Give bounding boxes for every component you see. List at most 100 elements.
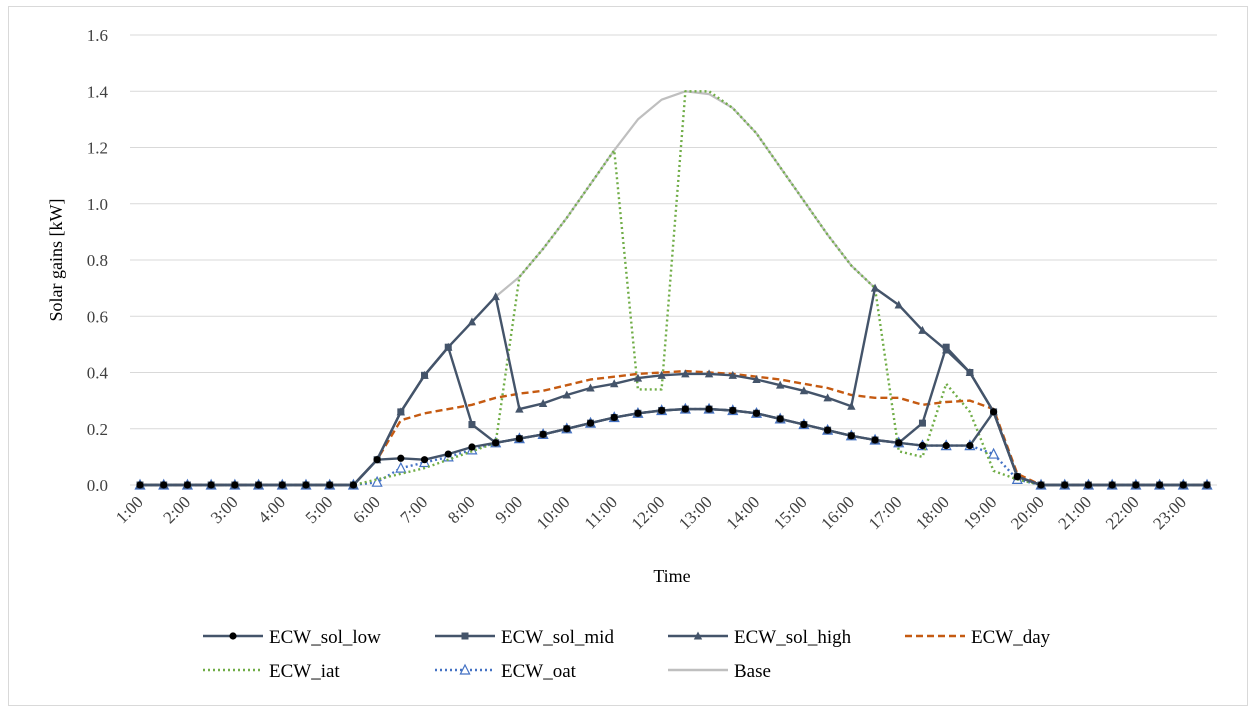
data-point bbox=[326, 481, 334, 489]
data-point bbox=[254, 481, 263, 489]
data-point bbox=[657, 370, 666, 379]
data-point bbox=[160, 481, 168, 489]
data-point bbox=[1037, 481, 1045, 489]
data-point bbox=[610, 379, 619, 388]
legend-label: ECW_sol_mid bbox=[501, 627, 614, 648]
data-point bbox=[421, 371, 429, 379]
legend-label: ECW_oat bbox=[501, 661, 577, 682]
x-tick-label: 7:00 bbox=[397, 492, 432, 527]
x-tick-label: 18:00 bbox=[912, 492, 953, 533]
data-point bbox=[231, 481, 239, 489]
data-point bbox=[1013, 472, 1021, 481]
y-tick-label: 0.0 bbox=[87, 476, 108, 495]
data-point bbox=[918, 442, 927, 450]
data-point bbox=[1203, 481, 1211, 489]
data-point bbox=[942, 442, 950, 450]
data-point bbox=[371, 475, 383, 487]
legend-entry-Base: Base bbox=[668, 661, 771, 682]
series-line bbox=[140, 90, 1207, 487]
data-point bbox=[539, 430, 547, 438]
data-point bbox=[136, 481, 144, 489]
data-point bbox=[776, 380, 785, 389]
x-axis-ticks: 1:00 2:00 3:00 4:00 5:00 6:00 7:00 8:00 9:00 10:0… bbox=[112, 492, 1190, 533]
x-tick-label: 2:00 bbox=[159, 492, 194, 527]
legend-entry-ECW_oat: ECW_oat bbox=[435, 661, 577, 682]
legend-entry-ECW_sol_low: ECW_sol_low bbox=[203, 627, 381, 648]
data-point bbox=[823, 393, 832, 402]
y-tick-label: 1.6 bbox=[87, 26, 108, 45]
data-point bbox=[658, 406, 666, 415]
x-tick-label: 17:00 bbox=[865, 492, 906, 533]
data-point bbox=[918, 325, 927, 334]
data-point bbox=[468, 421, 476, 429]
series-ECW_iat bbox=[140, 90, 1207, 487]
legend: ECW_sol_low ECW_sol_mid ECW_sol_high ECW_da… bbox=[203, 627, 1051, 682]
data-point bbox=[704, 369, 714, 378]
data-point bbox=[229, 632, 237, 640]
data-point bbox=[752, 409, 761, 417]
y-tick-label: 1.2 bbox=[87, 139, 108, 158]
series-line bbox=[140, 407, 1207, 487]
data-point bbox=[990, 408, 998, 416]
data-point bbox=[1061, 481, 1069, 489]
data-point bbox=[538, 398, 548, 407]
y-tick-label: 0.8 bbox=[87, 251, 108, 270]
data-point bbox=[515, 434, 523, 443]
data-point bbox=[918, 419, 926, 427]
data-point bbox=[705, 405, 713, 413]
data-point bbox=[444, 343, 452, 351]
data-point bbox=[492, 439, 500, 447]
series-ECW_sol_low bbox=[136, 405, 1211, 489]
x-tick-label: 10:00 bbox=[533, 492, 574, 533]
legend-label: ECW_day bbox=[971, 627, 1051, 648]
data-point bbox=[349, 481, 357, 489]
legend-label: ECW_sol_high bbox=[734, 627, 852, 648]
data-point bbox=[693, 631, 703, 640]
data-point bbox=[1108, 481, 1116, 489]
legend-entry-ECW_sol_high: ECW_sol_high bbox=[668, 627, 852, 648]
legend-entry-ECW_iat: ECW_iat bbox=[203, 661, 340, 682]
data-point bbox=[870, 283, 880, 292]
data-point bbox=[461, 632, 469, 640]
series-ECW_day bbox=[140, 369, 1207, 487]
data-point bbox=[183, 481, 192, 489]
data-point bbox=[847, 432, 855, 440]
x-tick-label: 15:00 bbox=[770, 492, 811, 533]
data-point bbox=[586, 419, 595, 427]
y-axis-title: Solar gains [kW] bbox=[46, 199, 66, 322]
legend-label: ECW_sol_low bbox=[269, 627, 381, 648]
data-point bbox=[681, 369, 690, 378]
y-tick-label: 1.0 bbox=[87, 195, 108, 214]
x-tick-label: 14:00 bbox=[722, 492, 763, 533]
y-tick-label: 0.6 bbox=[87, 307, 108, 326]
x-tick-label: 4:00 bbox=[254, 492, 289, 527]
data-point bbox=[444, 450, 452, 458]
data-point bbox=[729, 406, 737, 415]
data-point bbox=[1084, 481, 1093, 489]
data-point bbox=[895, 439, 903, 447]
data-point bbox=[894, 300, 903, 309]
data-point bbox=[847, 401, 856, 410]
data-point bbox=[373, 456, 381, 464]
data-point bbox=[871, 436, 879, 444]
y-tick-label: 1.4 bbox=[87, 82, 109, 101]
x-tick-label: 21:00 bbox=[1054, 492, 1095, 533]
data-point bbox=[562, 390, 571, 399]
data-point bbox=[681, 405, 689, 413]
data-point bbox=[966, 442, 974, 450]
data-point bbox=[988, 447, 1000, 459]
data-point bbox=[491, 292, 500, 301]
x-tick-label: 9:00 bbox=[491, 492, 526, 527]
series-ECW_sol_high bbox=[135, 283, 1212, 489]
x-tick-label: 23:00 bbox=[1149, 492, 1190, 533]
y-axis-ticks: 0.0 0.2 0.4 0.6 0.8 1.0 1.2 1.4 1.6 bbox=[87, 26, 109, 495]
data-point bbox=[633, 373, 643, 382]
x-axis-title: Time bbox=[653, 566, 690, 586]
data-point bbox=[278, 481, 286, 489]
x-tick-label: 5:00 bbox=[302, 492, 337, 527]
data-point bbox=[420, 456, 429, 464]
data-point bbox=[515, 404, 524, 413]
data-point bbox=[397, 454, 405, 462]
data-point bbox=[586, 383, 595, 392]
series-layer bbox=[134, 90, 1213, 490]
